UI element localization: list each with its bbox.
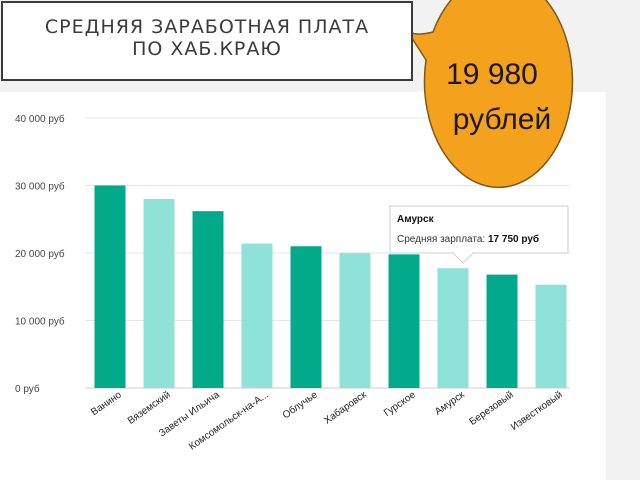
tooltip-label: Средняя зарплата:: [397, 234, 488, 245]
bar[interactable]: [192, 211, 224, 388]
callout-value: 19 980: [446, 58, 538, 91]
bar[interactable]: [241, 243, 273, 388]
x-category-label: Комсомольск-на-А...: [187, 389, 271, 452]
tooltip-box: [389, 205, 569, 264]
callout-bubble: [403, 0, 574, 189]
x-category-label: Амурск: [433, 389, 467, 418]
bar[interactable]: [535, 284, 567, 388]
bar[interactable]: [143, 199, 175, 388]
title-box: СРЕДНЯЯ ЗАРАБОТНАЯ ПЛАТА ПО ХАБ.КРАЮ: [1, 1, 413, 81]
average-salary-callout: 19 980 рублей: [403, 0, 574, 189]
x-category-label: Известковый: [509, 389, 565, 433]
y-axis-tick-labels: 0 руб 10 000 руб 20 000 руб 30 000 руб 40 00…: [15, 113, 65, 395]
x-category-label: Хабаровск: [322, 388, 370, 426]
y-tick-label: 10 000 руб: [15, 316, 65, 328]
bar[interactable]: [437, 268, 469, 388]
bars: [94, 185, 567, 389]
callout-unit: рублей: [453, 103, 551, 136]
y-tick-label: 0 руб: [15, 383, 40, 395]
page-title: СРЕДНЯЯ ЗАРАБОТНАЯ ПЛАТА ПО ХАБ.КРАЮ: [44, 16, 370, 60]
bar[interactable]: [94, 185, 126, 389]
x-category-label: Облучье: [280, 388, 320, 421]
x-category-label: Ванино: [89, 389, 124, 418]
bar[interactable]: [339, 253, 371, 388]
bar-tooltip: Амурск Средняя зарплата: 17 750 руб: [389, 205, 569, 264]
x-category-label: Вяземский: [126, 389, 173, 426]
bar[interactable]: [486, 274, 518, 388]
bar[interactable]: [290, 246, 322, 388]
x-category-label: Березовый: [468, 389, 516, 427]
bar[interactable]: [388, 254, 420, 388]
y-tick-label: 40 000 руб: [15, 113, 65, 125]
x-category-label: Гурское: [382, 389, 418, 419]
tooltip-value: 17 750 руб: [488, 233, 539, 245]
y-tick-label: 30 000 руб: [15, 181, 65, 193]
tooltip-title: Амурск: [397, 214, 435, 225]
y-tick-label: 20 000 руб: [15, 248, 65, 260]
tooltip-line: Средняя зарплата: 17 750 руб: [397, 233, 539, 245]
